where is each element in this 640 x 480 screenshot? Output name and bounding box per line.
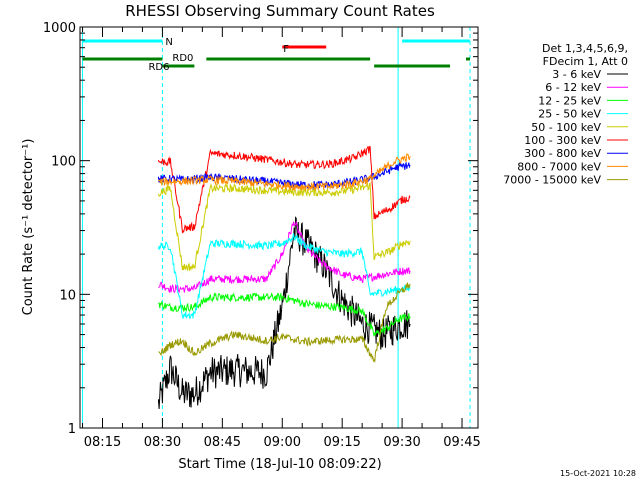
y-tick-label: 1000 <box>43 21 76 36</box>
y-tick-label: 100 <box>51 155 76 170</box>
y-axis-label: Count Rate (s⁻¹ detector⁻¹) <box>21 139 36 316</box>
legend-item-label: 50 - 100 keV <box>531 121 601 134</box>
x-axis-label: Start Time (18-Jul-10 08:09:22) <box>178 457 381 472</box>
chart-title: RHESSI Observing Summary Count Rates <box>125 2 435 20</box>
legend-item-label: 7000 - 15000 keV <box>503 174 601 187</box>
legend-item-label: 3 - 6 keV <box>552 68 601 81</box>
x-tick-label: 09:00 <box>264 435 301 450</box>
y-tick-label: 1 <box>68 422 76 437</box>
x-tick-label: 08:15 <box>84 435 121 450</box>
x-tick-label: 08:45 <box>204 435 241 450</box>
legend-item-label: 800 - 7000 keV <box>517 160 601 173</box>
legend-header: FDecim 1, Att 0 <box>543 55 628 68</box>
series-line-12-25keV <box>158 292 411 337</box>
x-tick-label: 08:30 <box>144 435 181 450</box>
y-tick-label: 10 <box>59 288 76 303</box>
series-line-800-7000keV <box>158 153 411 191</box>
x-tick-label: 09:15 <box>323 435 360 450</box>
series-line-100-300keV <box>157 146 411 234</box>
legend-item-label: 6 - 12 keV <box>545 81 601 94</box>
timestamp: 15-Oct-2021 10:28 <box>560 469 636 478</box>
legend-item-label: 12 - 25 keV <box>538 94 601 107</box>
axes: 1 10 100 1000 08:15 08:30 08:45 09:00 09:15 09:30… <box>43 21 481 450</box>
rd6-label: RD6 <box>148 62 169 73</box>
rd0-label: RD0 <box>172 53 193 64</box>
plot-frame <box>79 26 479 429</box>
series-line-7000-15000keV <box>158 282 411 364</box>
series-line-3-6keV <box>157 216 411 410</box>
x-tick-label: 09:30 <box>383 435 420 450</box>
x-tick-label: 09:45 <box>443 435 480 450</box>
flare-label: F <box>283 44 289 55</box>
legend-item-label: 25 - 50 keV <box>538 108 601 121</box>
series-line-50-100keV <box>157 182 411 271</box>
legend-header: Det 1,3,4,5,6,9, <box>542 42 628 55</box>
legend-item-label: 300 - 800 keV <box>524 147 601 160</box>
night-label: N <box>165 37 172 48</box>
legend: Det 1,3,4,5,6,9,FDecim 1, Att 03 - 6 keV… <box>503 42 628 187</box>
series-line-25-50keV <box>157 233 411 319</box>
legend-item-label: 100 - 300 keV <box>524 134 601 147</box>
